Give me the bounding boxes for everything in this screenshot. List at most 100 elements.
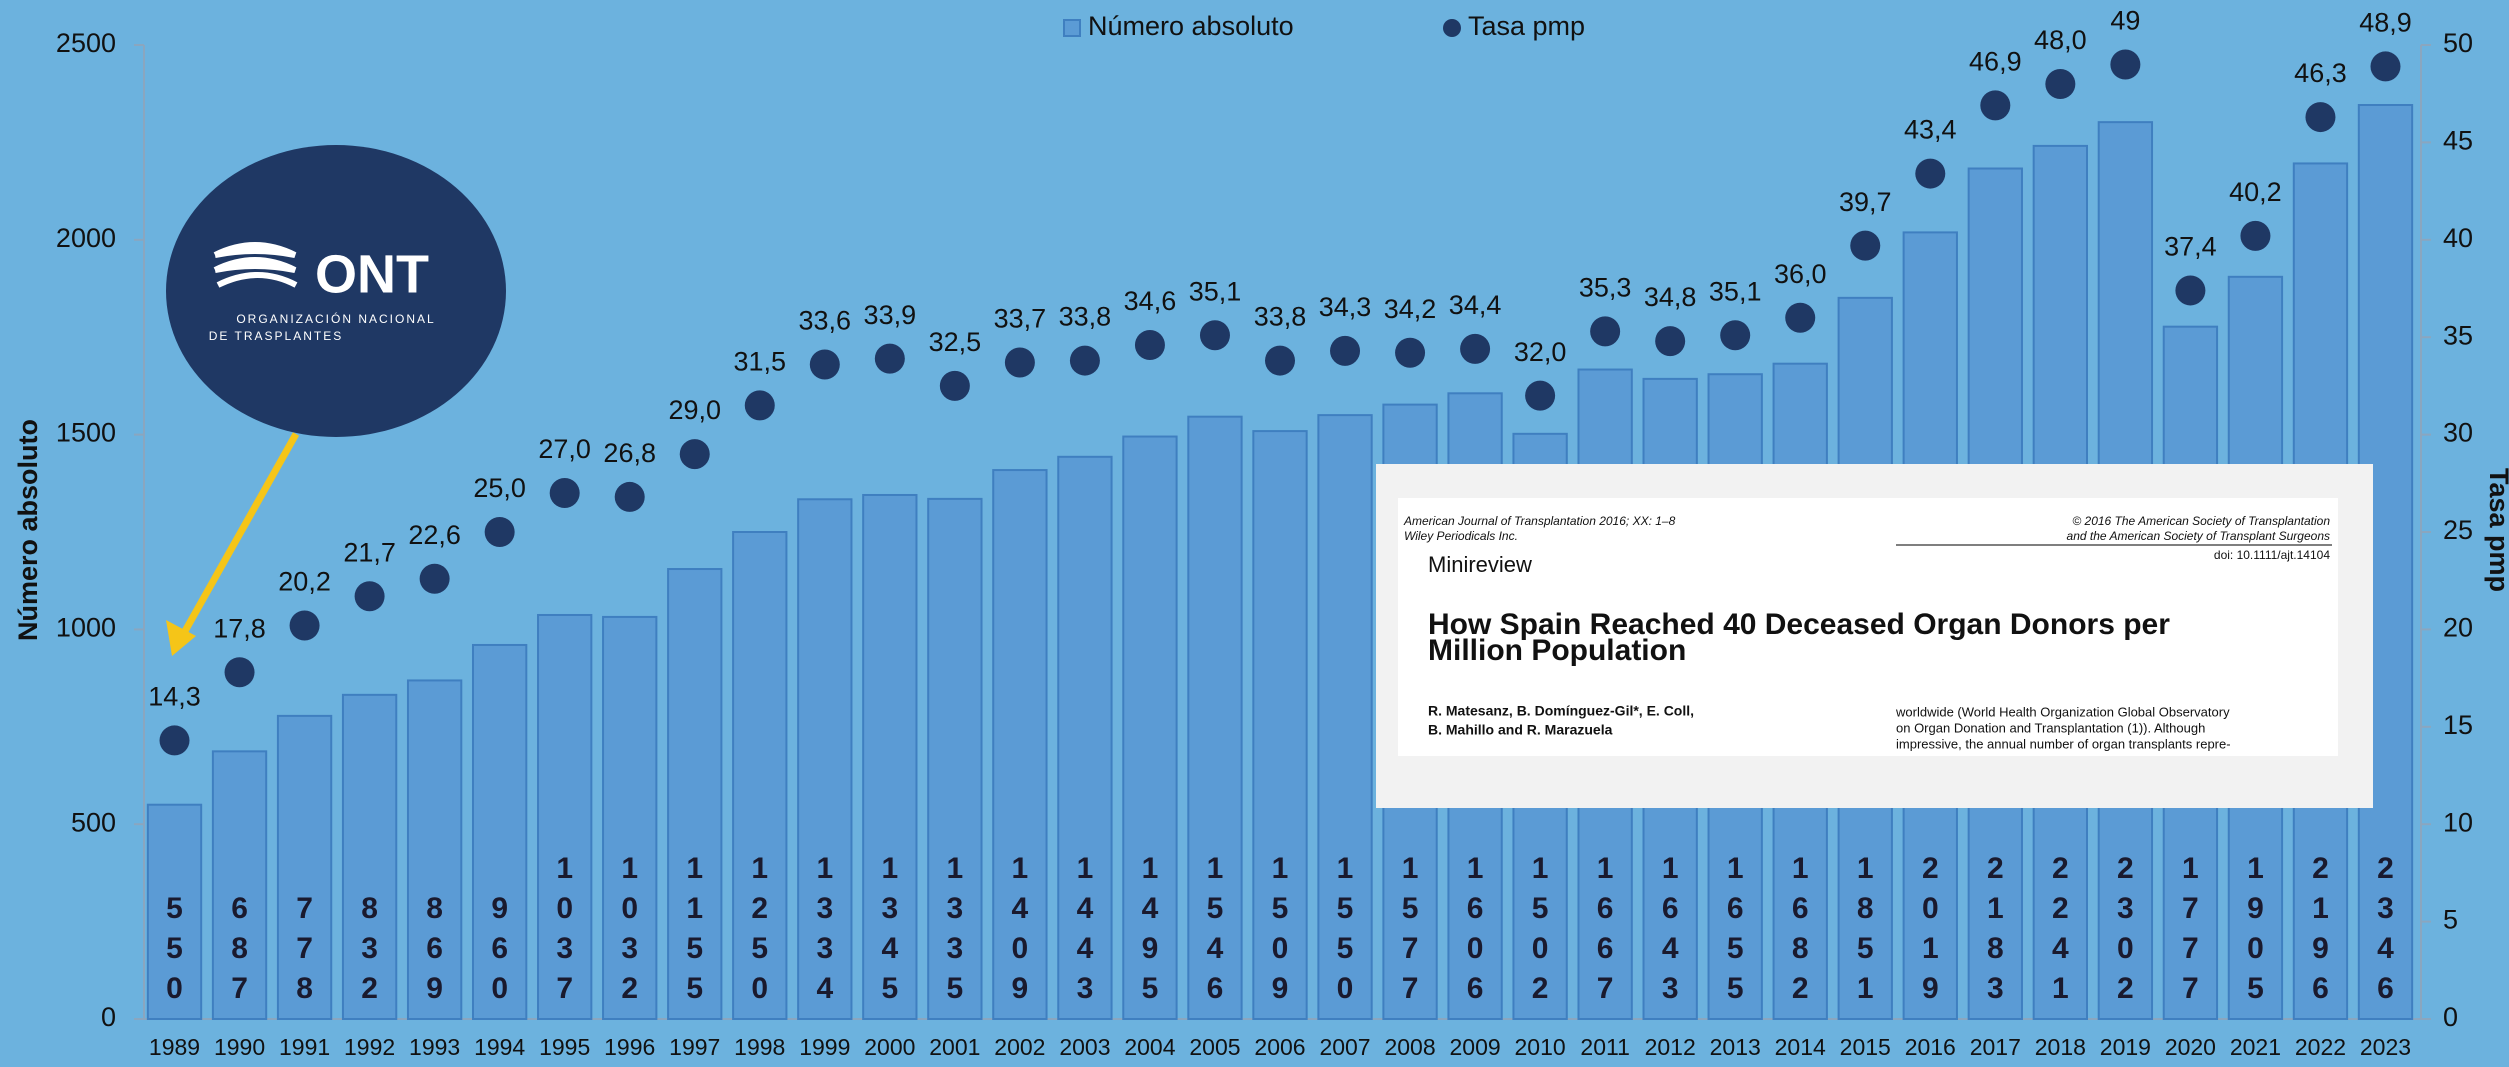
rate-label: 34,3	[1319, 292, 1372, 322]
x-tick-label: 1999	[799, 1034, 850, 1060]
rate-label: 39,7	[1839, 187, 1892, 217]
paper-journal: American Journal of Transplantation 2016…	[1403, 514, 1676, 528]
rate-dot	[1004, 347, 1035, 378]
rate-label: 34,8	[1644, 282, 1697, 312]
paper-image: American Journal of Transplantation 2016…	[1376, 464, 2373, 808]
y2-tick-label: 25	[2443, 515, 2473, 545]
ont-logo: ONT ORGANIZACIÓN NACIONAL DE TRASPLANTES	[166, 145, 506, 656]
bar	[1122, 435, 1178, 1021]
bar	[1187, 415, 1243, 1020]
rate-dot	[679, 439, 710, 470]
rate-dot	[549, 478, 580, 509]
y2-tick-label: 10	[2443, 807, 2473, 837]
rate-label: 35,1	[1189, 276, 1242, 306]
x-tick-label: 2022	[2295, 1034, 2346, 1060]
paper-body: worldwide (World Health Organization Glo…	[1895, 704, 2230, 719]
paper-copyright: © 2016 The American Society of Transplan…	[2072, 514, 2330, 528]
x-tick-label: 2014	[1775, 1034, 1826, 1060]
x-tick-label: 2007	[1319, 1034, 1370, 1060]
x-tick-label: 1996	[604, 1034, 655, 1060]
y2-tick-label: 45	[2443, 126, 2473, 156]
x-tick-label: 1994	[474, 1034, 525, 1060]
rate-dot	[1069, 345, 1100, 376]
x-tick-label: 2011	[1580, 1034, 1629, 1060]
rate-label: 33,9	[864, 300, 917, 330]
arrow	[176, 432, 300, 642]
legend-swatch	[1063, 19, 1081, 37]
legend-label: Tasa pmp	[1468, 11, 1585, 41]
rate-dot	[419, 563, 450, 594]
rate-dot	[1330, 335, 1361, 366]
rate-label: 14,3	[148, 682, 201, 712]
y-tick-label: 500	[71, 807, 116, 837]
y-tick-label: 2000	[56, 223, 116, 253]
bar	[797, 498, 853, 1020]
rate-dot	[1590, 316, 1621, 347]
x-tick-label: 2008	[1384, 1034, 1435, 1060]
rate-dot	[744, 390, 775, 421]
bar	[1057, 455, 1113, 1020]
rate-dot	[1655, 326, 1686, 357]
rate-dot	[1460, 333, 1491, 364]
rate-dot	[159, 725, 190, 756]
paper-doi: doi: 10.1111/ajt.14104	[2214, 548, 2330, 562]
rate-dot	[1785, 302, 1816, 333]
bar	[146, 803, 203, 1020]
y2-axis-title: Tasa pmp	[2484, 468, 2509, 592]
x-tick-label: 2018	[2035, 1034, 2086, 1060]
x-tick-label: 2012	[1645, 1034, 1696, 1060]
y-axis-title: Número absoluto	[13, 419, 43, 641]
rate-label: 34,6	[1124, 286, 1177, 316]
bar	[992, 469, 1048, 1020]
rate-dot	[2045, 68, 2076, 99]
rate-label: 34,4	[1449, 290, 1502, 320]
bar	[471, 643, 528, 1020]
rate-dot	[354, 581, 385, 612]
rate-label: 26,8	[603, 438, 656, 468]
logo-subtitle: DE TRASPLANTES	[209, 329, 343, 343]
rate-label: 33,6	[799, 306, 852, 336]
bar	[406, 679, 463, 1021]
bar	[276, 714, 333, 1020]
x-tick-label: 2001	[929, 1034, 980, 1060]
bar	[211, 750, 268, 1020]
rate-label: 33,8	[1059, 302, 1112, 332]
legend-label: Número absoluto	[1088, 11, 1294, 41]
x-tick-label: 2003	[1059, 1034, 1110, 1060]
rate-dot	[939, 370, 970, 401]
rate-label: 48,9	[2359, 8, 2412, 38]
rate-dot	[874, 343, 905, 374]
rate-label: 31,5	[733, 347, 786, 377]
rate-label: 32,5	[929, 327, 982, 357]
rate-label: 32,0	[1514, 337, 1567, 367]
rate-dot	[1980, 90, 2011, 121]
paper-title: How Spain Reached 40 Deceased Organ Dono…	[1428, 608, 2170, 641]
bar	[537, 613, 593, 1020]
rate-dot	[2110, 49, 2141, 80]
rate-label: 33,7	[994, 304, 1047, 334]
rate-label: 29,0	[668, 395, 721, 425]
rate-label: 27,0	[538, 434, 591, 464]
rate-dot	[614, 481, 645, 512]
paper-body: on Organ Donation and Transplantation (1…	[1896, 720, 2205, 735]
y-tick-label: 2500	[56, 28, 116, 58]
rate-dot	[2175, 275, 2206, 306]
